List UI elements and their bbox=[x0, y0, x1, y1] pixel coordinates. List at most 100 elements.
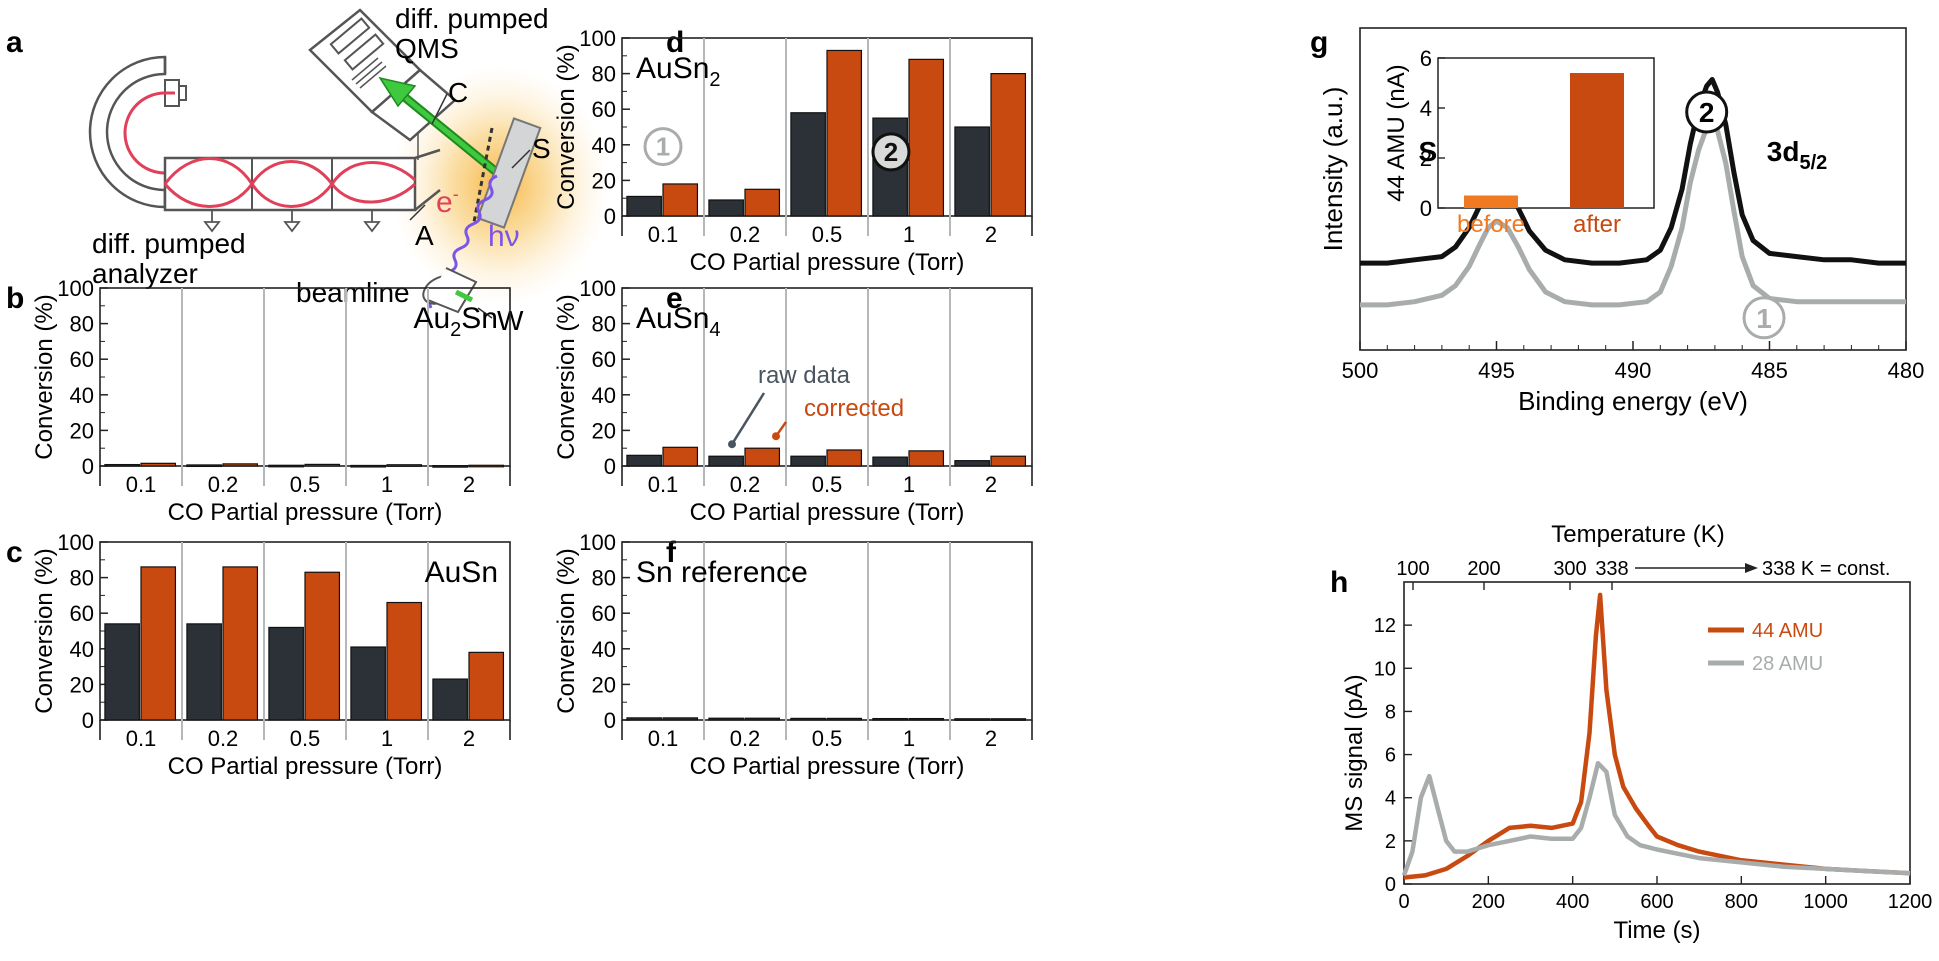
marker-1-circle bbox=[643, 127, 683, 167]
sample-label: AuSn bbox=[425, 556, 498, 589]
y-tick-label: 100 bbox=[579, 26, 616, 51]
y-tick-label: 40 bbox=[70, 383, 94, 408]
sample-label-main: Sn reference bbox=[636, 556, 808, 589]
y-tick-label: 40 bbox=[592, 637, 616, 662]
chart-panel-e: 0 20 40 60 80 100 0.1 0.2 0.5 1 2 CO Partial pressu… bbox=[553, 276, 1033, 526]
x-tick-label: 1 bbox=[381, 472, 393, 497]
x-tick-label: 0.2 bbox=[730, 222, 761, 247]
bar-raw bbox=[954, 460, 990, 467]
x-tick-label: 1 bbox=[903, 726, 915, 751]
x-tick-label: 2 bbox=[985, 222, 997, 247]
x-tick-label: 0.5 bbox=[812, 726, 843, 751]
y-axis-label: Conversion (%) bbox=[553, 44, 580, 209]
x-tick-label: 1200 bbox=[1888, 891, 1933, 913]
bar-corrected bbox=[386, 601, 423, 721]
panel-label-b: b bbox=[6, 282, 24, 315]
chart-panel-d: 0 20 40 60 80 100 0.1 0.2 0.5 1 2 CO Partial pressu… bbox=[553, 26, 1033, 276]
x-tick-label: 0.5 bbox=[812, 222, 843, 247]
x-tick-label: 0.5 bbox=[812, 472, 843, 497]
marker-2-text: 2 bbox=[1699, 97, 1715, 128]
bar-raw bbox=[708, 717, 744, 721]
bar-corrected bbox=[662, 717, 699, 721]
y-tick-label: 80 bbox=[592, 566, 616, 591]
marker-2-text: 2 bbox=[884, 137, 898, 167]
inset-bar-after bbox=[1570, 73, 1624, 208]
x-tick-label: 0.2 bbox=[208, 472, 239, 497]
x-tick-label: 0.5 bbox=[290, 726, 321, 751]
label-3d52-main: 3d bbox=[1767, 136, 1800, 167]
label-beamline: beamline bbox=[296, 277, 410, 308]
x-tick-label: 1000 bbox=[1803, 891, 1848, 913]
y-tick-label: 60 bbox=[592, 601, 616, 626]
panel-label-f: f bbox=[666, 536, 677, 569]
y-tick-label: 40 bbox=[592, 383, 616, 408]
bar-corrected bbox=[826, 49, 863, 217]
x-tick-label: 1 bbox=[903, 472, 915, 497]
x-tick-label: 0.2 bbox=[208, 726, 239, 751]
x-tick-label: 0.1 bbox=[126, 726, 157, 751]
bar-raw bbox=[268, 626, 304, 721]
marker-1-text: 1 bbox=[656, 132, 670, 162]
panel-label-c: c bbox=[6, 536, 23, 569]
x-tick-label: 495 bbox=[1478, 358, 1515, 383]
bar-corrected bbox=[222, 566, 259, 721]
x-axis-label: CO Partial pressure (Torr) bbox=[168, 753, 443, 780]
marker-2-circle bbox=[1685, 90, 1729, 134]
annotation-raw-leader bbox=[730, 392, 766, 445]
label-s: S bbox=[532, 133, 551, 164]
chart-panel-c: 0 20 40 60 80 100 0.1 0.2 0.5 1 2 CO Partial pressu… bbox=[31, 530, 511, 780]
panel-label-h: h bbox=[1330, 566, 1348, 599]
bar-corrected bbox=[826, 449, 863, 467]
x-tick-label: 500 bbox=[1342, 358, 1379, 383]
sample-label-main: AuSn bbox=[425, 556, 498, 589]
inset-x-label-after: after bbox=[1573, 211, 1621, 238]
y-tick-label: 0 bbox=[604, 454, 616, 479]
y-tick-label: 100 bbox=[57, 530, 94, 555]
label-qms-line1: diff. pumped bbox=[395, 3, 549, 34]
panel-label-d: d bbox=[666, 26, 684, 59]
y-tick-label: 80 bbox=[70, 312, 94, 337]
inset-y-tick-label: 2 bbox=[1420, 146, 1432, 171]
bar-raw bbox=[626, 454, 662, 467]
bar-corrected bbox=[908, 450, 945, 467]
y-tick-label: 0 bbox=[604, 708, 616, 733]
bar-raw bbox=[432, 678, 468, 721]
label-3d52-sub: 5/2 bbox=[1799, 152, 1827, 174]
y-tick-label: 40 bbox=[592, 133, 616, 158]
bar-corrected bbox=[468, 651, 505, 721]
inset-bar-before bbox=[1464, 195, 1518, 208]
y-tick-label: 100 bbox=[579, 530, 616, 555]
y-tick-label: 60 bbox=[592, 347, 616, 372]
y-tick-label: 100 bbox=[57, 276, 94, 301]
bar-corrected bbox=[744, 717, 781, 721]
y-axis-label: Intensity (a.u.) bbox=[1318, 87, 1348, 252]
x-tick-label: 200 bbox=[1472, 891, 1505, 913]
bar-raw bbox=[626, 195, 662, 217]
series-line-after bbox=[1360, 77, 1906, 266]
y-axis-label: Conversion (%) bbox=[553, 294, 580, 459]
bar-raw bbox=[350, 464, 386, 468]
inset-x-label-before: before bbox=[1457, 211, 1525, 238]
sample-label-sub: 2 bbox=[709, 69, 720, 91]
y-tick-label: 8 bbox=[1385, 701, 1396, 723]
inset-y-tick-label: 0 bbox=[1420, 196, 1432, 221]
chart-panel-h: 0 200 400 600 800 1000 1200 0 2 4 6 8 10 12 Time (s) MS… bbox=[1341, 521, 1932, 944]
x-tick-label: 1 bbox=[381, 726, 393, 751]
bar-corrected bbox=[222, 463, 259, 467]
bar-raw bbox=[872, 717, 908, 721]
lens-tube bbox=[163, 148, 441, 233]
label-qms-line2: QMS bbox=[395, 33, 459, 64]
bar-raw bbox=[790, 717, 826, 721]
bar-raw bbox=[626, 717, 662, 721]
top-axis-arrow-head bbox=[1745, 563, 1758, 573]
x-tick-label: 2 bbox=[985, 472, 997, 497]
inset-y-tick-label: 6 bbox=[1420, 46, 1432, 71]
sample-label: AuSn2 bbox=[636, 52, 721, 91]
marker-1-text: 1 bbox=[1756, 303, 1772, 334]
y-tick-label: 20 bbox=[592, 672, 616, 697]
y-tick-label: 80 bbox=[592, 312, 616, 337]
x-tick-label: 480 bbox=[1888, 358, 1925, 383]
x-axis-label: CO Partial pressure (Torr) bbox=[690, 753, 965, 780]
bar-corrected bbox=[744, 188, 781, 217]
